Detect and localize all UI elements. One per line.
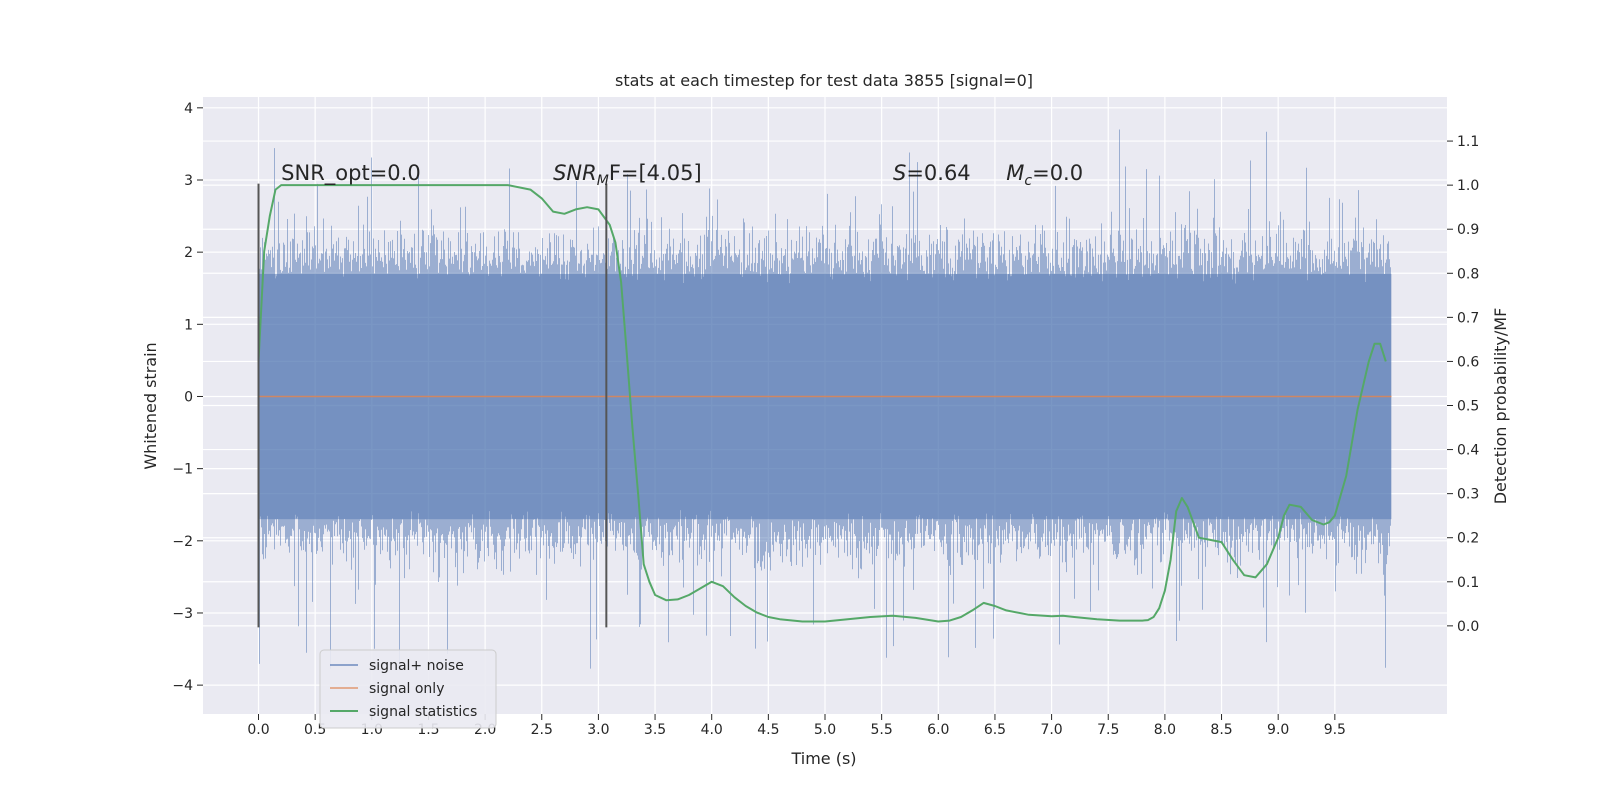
y-right-tick-label: 0.0 [1457,619,1479,635]
y-left-tick-label: −2 [172,534,193,550]
y-left-tick-label: −1 [172,462,193,478]
s-annotation: S=0.64 [893,161,971,185]
annotation-subscript: c [1024,173,1032,189]
annotation-layer: SNR_opt=0.0 SNRMF=[4.05] S=0.64 Mc=0.0 [281,161,1083,189]
y-right-tick-label: 0.9 [1457,222,1479,238]
y-left-tick-label: −4 [172,678,193,694]
x-tick-label: 8.5 [1210,722,1232,738]
x-tick-label: 4.0 [701,722,723,738]
axes-layer: 0.0 0.5 1.0 1.5 2.0 2.5 3.0 3.5 4.0 4.5 5.0 5.5 6.0 6… [172,101,1479,738]
y-left-tick-label: 4 [184,101,193,117]
y-right-tick-label: 0.5 [1457,399,1479,415]
y-left-tick-label: 1 [184,317,193,333]
annotation-value: =0.64 [906,161,970,185]
y-axis-label-left: Whitened strain [141,342,160,469]
y-left-tick-label: 3 [184,173,193,189]
y-right-tick-label: 0.3 [1457,487,1479,503]
x-tick-label: 6.0 [927,722,949,738]
legend-box [319,649,497,729]
x-tick-label: 0.0 [247,722,269,738]
x-axis-label: Time (s) [790,749,856,768]
snr-mf-annotation: SNRMF=[4.05] [553,161,702,189]
chart-title: stats at each timestep for test data 385… [615,71,1033,90]
x-tick-label: 5.5 [871,722,893,738]
legend-label: signal+ noise [369,658,464,674]
y-right-tick-label: 0.2 [1457,531,1479,547]
x-tick-label: 6.5 [984,722,1006,738]
y-axis-label-right: Detection probability/MF [1491,308,1510,505]
annotation-value: =0.0 [1032,161,1083,185]
marker-layer [257,183,608,628]
y-right-tick-label: 1.1 [1457,134,1479,150]
series-layer [257,184,1392,623]
legend: signal+ noise signal only signal statistic… [319,649,497,729]
y-right-tick-label: 0.6 [1457,354,1479,370]
y-left-tick-label: 0 [184,389,193,405]
x-tick-label: 8.0 [1154,722,1176,738]
x-tick-label: 3.5 [644,722,666,738]
x-tick-label: 9.5 [1324,722,1346,738]
annotation-base: SNR [553,161,597,185]
y-left-tick-label: −3 [172,606,193,622]
y-right-tick-label: 0.8 [1457,266,1479,282]
legend-label: signal statistics [369,704,477,720]
x-tick-label: 5.0 [814,722,836,738]
annotation-base: S [893,161,906,185]
snr-opt-annotation: SNR_opt=0.0 [281,161,421,186]
y-right-tick-label: 1.0 [1457,178,1479,194]
y-right-tick-label: 0.4 [1457,443,1479,459]
legend-label: signal only [369,681,444,697]
x-tick-label: 9.0 [1267,722,1289,738]
x-tick-label: 2.5 [531,722,553,738]
mc-annotation: Mc=0.0 [1006,161,1083,189]
signal-statistics-line [257,184,1387,623]
y-left-tick-label: 2 [184,245,193,261]
annotation-subscript: M [597,173,609,189]
annotation-value: F=[4.05] [609,161,702,185]
x-tick-label: 3.0 [587,722,609,738]
x-tick-label: 7.0 [1040,722,1062,738]
x-tick-label: 7.5 [1097,722,1119,738]
x-tick-label: 4.5 [757,722,779,738]
y-right-tick-label: 0.7 [1457,310,1479,326]
y-right-tick-label: 0.1 [1457,575,1479,591]
annotation-base: M [1006,161,1024,185]
